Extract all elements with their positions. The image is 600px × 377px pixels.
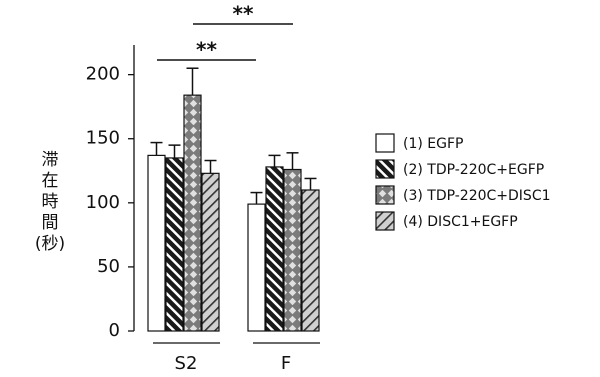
bar (147, 154, 166, 332)
legend-label: (2) TDP-220C+EGFP (403, 162, 544, 178)
legend-label: (1) EGFP (403, 136, 463, 152)
y-tick-label: 200 (86, 64, 120, 85)
legend-swatch (375, 133, 395, 153)
y-tick-label: 150 (86, 128, 120, 149)
y-axis-label: 時 (42, 192, 59, 212)
bar (183, 94, 202, 332)
bar (247, 203, 266, 332)
y-axis-label: (秒) (35, 234, 65, 254)
significance-label: ** (233, 2, 254, 26)
bar (265, 166, 284, 332)
legend-label: (3) TDP-220C+DISC1 (403, 188, 551, 204)
legend-label: (4) DISC1+EGFP (403, 214, 518, 230)
legend-swatch (375, 211, 395, 231)
y-axis-label: 滞 (42, 150, 59, 170)
legend-swatch (375, 159, 395, 179)
x-tick-label: F (281, 353, 291, 374)
x-tick-label: S2 (175, 353, 198, 374)
bar (165, 157, 184, 332)
bar (301, 189, 320, 332)
significance-label: ** (196, 38, 217, 62)
bar (283, 168, 302, 332)
legend-swatch (375, 185, 395, 205)
y-tick-label: 50 (97, 256, 120, 277)
y-axis-label: 間 (42, 213, 59, 233)
bar (201, 172, 220, 332)
y-axis-label: 在 (42, 171, 59, 191)
y-tick-label: 0 (109, 320, 120, 341)
y-tick-label: 100 (86, 192, 120, 213)
